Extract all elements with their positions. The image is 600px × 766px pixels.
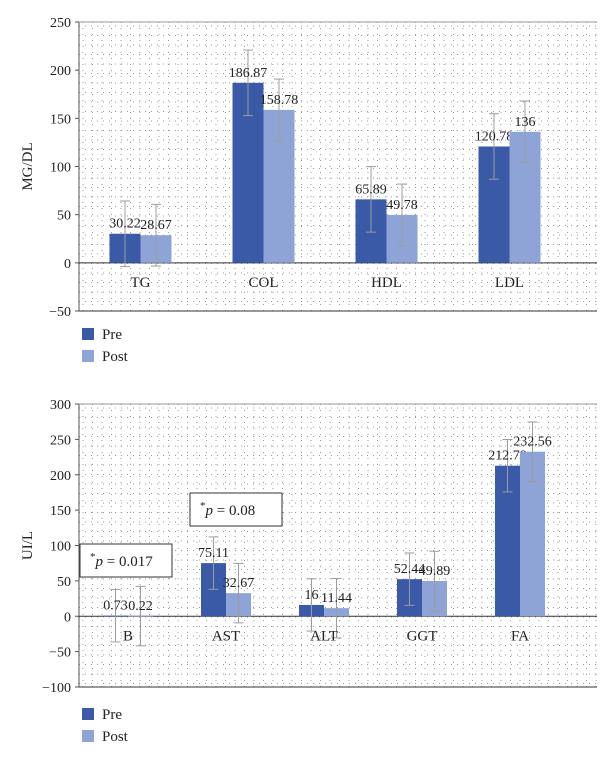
y-tick-label: 100 (50, 540, 71, 555)
error-bar (135, 585, 146, 647)
legend-label: Post (102, 349, 129, 365)
x-tick-label: COL (249, 275, 279, 291)
y-tick-label: 150 (50, 112, 71, 127)
error-bar (151, 203, 161, 267)
data-label: 0.22 (128, 599, 153, 614)
y-axis-label: UI/L (20, 531, 36, 560)
enzyme-chart: −100 −50 0 50 100 150 200 250 300 UI/L 0.73 0.22 B 75… (20, 398, 597, 745)
legend-label: Post (102, 729, 129, 745)
y-axis-label: MG/DL (20, 142, 36, 190)
data-label: 232.56 (513, 435, 552, 450)
y-tick-label: 200 (50, 64, 71, 79)
error-bar (243, 49, 253, 117)
data-label: 32.67 (223, 576, 255, 591)
legend-item-post: Post (82, 729, 129, 745)
p-value-frame (79, 543, 173, 578)
error-bar (489, 113, 499, 180)
y-tick-label: −100 (42, 681, 71, 696)
data-label: 49.78 (386, 198, 418, 213)
error-bar (110, 589, 121, 643)
data-label: 0.73 (103, 599, 128, 614)
y-tick-label: −50 (49, 305, 71, 320)
legend-swatch (82, 708, 94, 720)
y-tick-label: 150 (50, 504, 71, 519)
error-bar (520, 100, 530, 164)
y-tick-label: 250 (50, 433, 71, 448)
grid (79, 404, 597, 687)
p-value-box: *p = 0.08 (189, 492, 283, 527)
y-tick-label: 250 (50, 16, 71, 31)
lipid-chart: −50 0 50 100 150 200 250 MG/DL 30.22 28.67 TG 186.8… (20, 16, 597, 365)
error-bar (366, 166, 376, 233)
data-label: 120.78 (475, 129, 514, 144)
data-label: 212.78 (488, 449, 527, 464)
x-tick-label: ALT (310, 628, 338, 644)
legend-item-pre: Pre (82, 327, 122, 343)
x-tick-label: HDL (371, 275, 402, 291)
error-bar (404, 552, 415, 606)
legend-item-post: Post (82, 349, 129, 365)
data-label: 49.89 (419, 564, 451, 579)
y-tick-label: 300 (50, 398, 71, 413)
p-value-text: *p = 0.017 (90, 551, 153, 570)
legend-swatch (82, 350, 94, 362)
data-label: 186.87 (229, 66, 268, 81)
error-bar (233, 562, 244, 624)
error-bar (397, 183, 407, 247)
x-tick-label: B (123, 628, 133, 644)
legend-swatch (82, 730, 94, 742)
y-tick-label: 50 (57, 209, 71, 224)
legend-item-pre: Pre (82, 707, 122, 723)
x-tick-label: LDL (495, 275, 524, 291)
y-tick-label: 0 (64, 257, 71, 272)
legend-label: Pre (102, 327, 122, 343)
error-bar (208, 536, 219, 590)
error-bar (429, 550, 440, 612)
y-tick-label: 100 (50, 161, 71, 176)
x-tick-label: FA (511, 628, 529, 644)
p-value-frame (189, 492, 283, 527)
y-tick-label: 200 (50, 469, 71, 484)
data-label: 75.11 (198, 546, 229, 561)
error-bar (527, 421, 538, 482)
x-tick-label: AST (212, 628, 240, 644)
data-label: 65.89 (355, 182, 387, 197)
data-label: 30.22 (109, 217, 141, 232)
p-value-text: *p = 0.08 (200, 500, 255, 519)
data-label: 52.44 (394, 562, 426, 577)
error-bar (274, 78, 284, 142)
error-bar (331, 577, 342, 639)
p-value-box: *p = 0.017 (79, 543, 173, 578)
error-bar (306, 578, 317, 632)
y-tick-label: −50 (49, 646, 71, 661)
error-bar (120, 200, 130, 267)
data-label: 28.67 (140, 218, 172, 233)
x-tick-label: GGT (407, 628, 438, 644)
data-label: 136 (515, 115, 536, 130)
legend-swatch (82, 328, 94, 340)
data-label: 11.44 (321, 591, 352, 606)
legend-label: Pre (102, 707, 122, 723)
y-tick-label: 0 (64, 610, 71, 625)
x-tick-label: TG (131, 275, 151, 291)
error-bar (502, 439, 513, 493)
data-label: 158.78 (260, 93, 299, 108)
data-label: 16 (305, 588, 319, 603)
y-tick-label: 50 (57, 575, 71, 590)
